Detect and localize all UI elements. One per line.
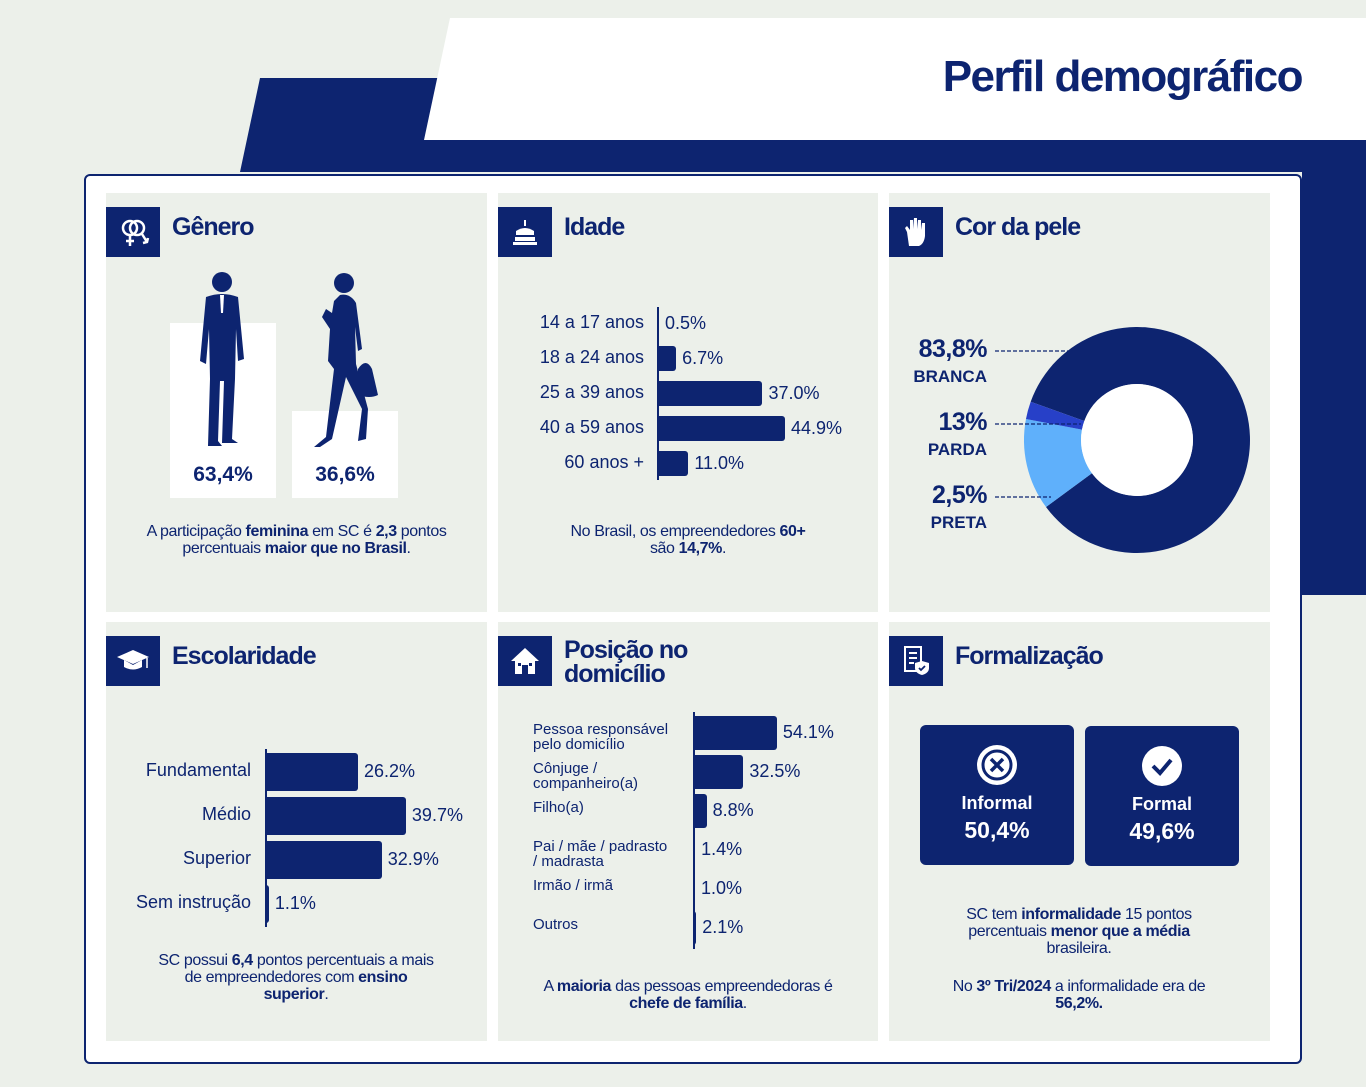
bar-category-label: Cônjuge / companheiro(a) (533, 760, 639, 792)
panel-title-genero: Gênero (172, 213, 255, 241)
panel-title-posicao: Posição no domicílio (564, 636, 688, 688)
bar (265, 797, 406, 835)
check-circle-icon (1142, 746, 1182, 786)
donut-slice-preta (1025, 401, 1085, 430)
informal-card: Informal 50,4% (920, 725, 1074, 865)
bar-value-label: 11.0% (694, 452, 745, 473)
bar-value-label: 54.1% (782, 722, 834, 742)
female-silhouette-icon (314, 273, 378, 447)
document-shield-icon (889, 636, 943, 686)
donut-label-name: BRANCA (913, 367, 987, 386)
bar-category-label: Irmão / irmã (533, 877, 614, 894)
bar (265, 841, 382, 879)
bar-value-label: 32.9% (387, 849, 439, 869)
formal-label: Formal (1131, 794, 1192, 814)
bar-value-label: 2.1% (702, 917, 744, 937)
female-box (292, 411, 398, 498)
bar-category-label: Sem instrução (135, 892, 251, 912)
donut-slice-branca (1030, 327, 1250, 553)
bar-category-label: 40 a 59 anos (539, 417, 644, 437)
formal-value: 49,6% (1129, 818, 1195, 844)
bar (693, 833, 696, 867)
cake-icon (498, 207, 552, 257)
bar (693, 794, 707, 828)
idade-note: No Brasil, os empreendedores 60+ são 14,… (570, 523, 806, 557)
formalizacao-note-1: SC tem informalidade 15 pontos percentua… (966, 906, 1192, 957)
bar (693, 872, 695, 906)
informal-value: 50,4% (964, 817, 1030, 843)
bar-value-label: 8.8% (712, 800, 754, 820)
panel-title-escolaridade: Escolaridade (172, 642, 317, 670)
donut-label-percentage: 13% (938, 408, 987, 436)
bar-category-label: Outros (533, 916, 579, 933)
donut-label-percentage: 2,5% (932, 481, 987, 509)
bar (657, 311, 659, 336)
formal-card: Formal 49,6% (1085, 726, 1239, 866)
bar (657, 416, 785, 441)
bar-value-label: 32.5% (749, 761, 801, 781)
female-percentage: 36,6% (315, 463, 375, 486)
panel-title-idade: Idade (564, 213, 625, 241)
donut-label-name: PRETA (930, 513, 987, 532)
male-silhouette-icon (200, 272, 244, 446)
page-title: Perfil demográfico (942, 52, 1304, 101)
bar-category-label: Superior (182, 848, 251, 868)
gender-icon (106, 207, 160, 257)
bar-category-label: Médio (201, 804, 251, 824)
bar-category-label: 14 a 17 anos (539, 312, 644, 332)
escolaridade-note: SC possui 6,4 pontos percentuais a mais … (158, 952, 434, 1003)
bar-category-label: 60 anos + (564, 452, 644, 472)
donut-hole (1081, 384, 1193, 496)
panel-cor-da-pele: Cor da pele 83,8% BRANCA 13% PARDA 2,5% PRETA (889, 193, 1270, 612)
bar-category-label: 25 a 39 anos (539, 382, 644, 402)
bar-category-label: Filho(a) (533, 799, 584, 816)
hand-icon (889, 207, 943, 257)
cor-donut-chart (995, 327, 1250, 553)
bar-category-label: Pessoa responsável pelo domicílio (533, 721, 669, 753)
bar (657, 451, 689, 476)
bar (657, 346, 677, 371)
bar (657, 381, 763, 406)
bar-value-label: 1.1% (274, 893, 316, 913)
bar-value-label: 1.4% (701, 839, 743, 859)
panel-genero: Gênero 63,4% 36,6% A participação femini… (106, 193, 487, 612)
bar-category-label: 18 a 24 anos (539, 347, 644, 367)
bar-category-label: Pai / mãe / padrasto / madrasta (533, 838, 668, 870)
bar (693, 755, 744, 789)
bar (265, 753, 358, 791)
panel-posicao: Posição no domicílio 54.1% Pessoa responsá… (498, 622, 878, 1041)
formalizacao-note-2: No 3º Tri/2024 a informalidade era de 56… (952, 978, 1206, 1012)
graduation-cap-icon (106, 636, 160, 686)
genero-note: A participação feminina em SC é 2,3 pont… (146, 523, 447, 557)
panel-title-cor: Cor da pele (955, 213, 1081, 241)
informal-label: Informal (961, 793, 1033, 813)
bar-value-label: 39.7% (411, 805, 463, 825)
x-circle-icon (977, 745, 1017, 785)
panel-escolaridade: Escolaridade 26.2% Fundamental 39.7% Médio 3… (106, 622, 487, 1041)
bar (265, 885, 269, 923)
bar-category-label: Fundamental (145, 760, 251, 780)
bar-value-label: 6.7% (682, 347, 724, 368)
bar-value-label: 37.0% (768, 382, 820, 403)
donut-slice-parda (1024, 418, 1092, 508)
chart-axis (265, 749, 267, 927)
bar-value-label: 0.5% (665, 312, 707, 333)
panel-title-formalizacao: Formalização (955, 642, 1104, 670)
bar (693, 716, 777, 750)
panel-idade: Idade 0.5% 14 a 17 anos 6.7% 18 a 24 anos 37… (498, 193, 878, 612)
bar-value-label: 1.0% (701, 878, 743, 898)
bar (693, 911, 697, 945)
posicao-note: A maioria das pessoas empreendedoras é c… (543, 978, 833, 1012)
panel-formalizacao: Formalização Informal 50,4% Formal 49,6%… (889, 622, 1270, 1041)
donut-label-name: PARDA (927, 440, 987, 459)
donut-label-percentage: 83,8% (918, 335, 988, 363)
chart-axis (693, 712, 695, 949)
bar-value-label: 44.9% (790, 417, 842, 438)
bar-value-label: 26.2% (364, 761, 416, 781)
house-icon (498, 636, 552, 686)
male-percentage: 63,4% (193, 463, 253, 486)
